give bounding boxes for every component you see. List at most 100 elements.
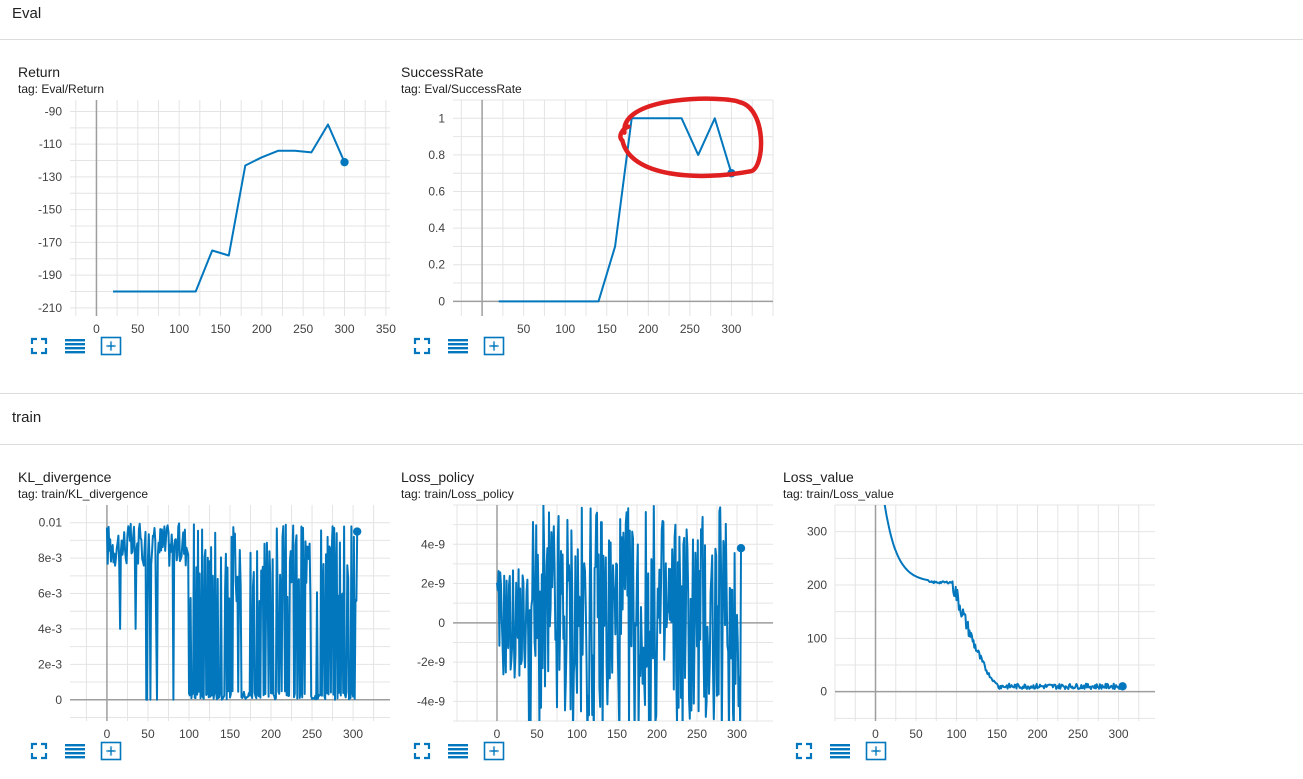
fullscreen-button[interactable] — [411, 740, 433, 762]
y-tick-label: 0.8 — [428, 148, 445, 162]
fullscreen-icon — [30, 337, 48, 355]
fullscreen-button[interactable] — [28, 740, 50, 762]
y-tick-label: 0.2 — [428, 258, 445, 272]
toggle-y-axis-log-button[interactable] — [447, 740, 469, 762]
y-tick-label: -4e-9 — [417, 694, 445, 708]
x-tick-label: 0 — [494, 727, 501, 741]
fit-domain-icon — [483, 336, 505, 356]
y-tick-label: 0 — [438, 294, 445, 308]
last-point-marker — [736, 544, 746, 553]
series-line — [113, 123, 346, 293]
fit-domain-button[interactable] — [483, 335, 505, 357]
chart-tag: tag: train/Loss_value — [783, 487, 894, 501]
y-tick-label: 100 — [807, 631, 827, 645]
series-line — [105, 522, 359, 701]
y-tick-label: 2e-3 — [38, 657, 62, 671]
x-tick-label: 300 — [727, 727, 747, 741]
chart-card-loss-value: Loss_value tag: train/Loss_value 300 200 1… — [783, 469, 1168, 779]
fullscreen-button[interactable] — [411, 335, 433, 357]
x-tick-label: 50 — [530, 727, 544, 741]
x-tick-label: 50 — [517, 322, 531, 336]
x-tick-label: 250 — [302, 727, 322, 741]
chart-toolbar — [28, 334, 122, 358]
y-tick-label: -190 — [38, 268, 62, 282]
chart-plot-kl-divergence[interactable]: 0.01 8e-3 6e-3 4e-3 2e-3 0 0 50 100 150 200 250 300 — [18, 499, 393, 741]
x-tick-label: 250 — [687, 727, 707, 741]
x-tick-label: 300 — [721, 322, 741, 336]
y-tick-label: -170 — [38, 235, 62, 249]
fullscreen-icon — [413, 742, 431, 760]
y-tick-label: 0 — [438, 616, 445, 630]
x-tick-label: 0 — [872, 727, 879, 741]
toggle-y-axis-log-icon — [830, 744, 850, 759]
y-tick-label: -110 — [39, 137, 62, 151]
toggle-y-axis-log-icon — [448, 744, 468, 759]
x-tick-label: 100 — [179, 727, 199, 741]
fit-domain-icon — [865, 741, 887, 761]
x-tick-label: 250 — [680, 322, 700, 336]
chart-plot-loss-value[interactable]: 300 200 100 0 0 50 100 150 200 250 300 — [783, 499, 1158, 741]
section-title-eval: Eval — [12, 5, 42, 22]
chart-plot-loss-policy[interactable]: 4e-9 2e-9 0 -2e-9 -4e-9 0 50 100 150 200 250 300 — [401, 499, 776, 741]
chart-tag: tag: Eval/Return — [18, 82, 105, 96]
chart-toolbar — [793, 739, 887, 763]
chart-title: Loss_policy — [401, 469, 475, 485]
toggle-y-axis-log-icon — [448, 339, 468, 354]
series-line — [496, 505, 742, 721]
x-tick-label: 200 — [1028, 727, 1048, 741]
chart-title: Return — [18, 64, 61, 80]
chart-title: KL_divergence — [18, 469, 112, 485]
x-tick-label: 150 — [607, 727, 627, 741]
chart-title: Loss_value — [783, 469, 854, 485]
x-tick-label: 100 — [555, 322, 575, 336]
x-tick-label: 350 — [376, 322, 396, 336]
y-tick-label: 0.6 — [428, 185, 445, 199]
toggle-y-axis-log-button[interactable] — [829, 740, 851, 762]
x-tick-label: 150 — [210, 322, 230, 336]
fullscreen-button[interactable] — [28, 335, 50, 357]
x-tick-label: 0 — [104, 727, 111, 741]
y-tick-label: 4e-3 — [38, 622, 62, 636]
x-tick-label: 200 — [638, 322, 658, 336]
fit-domain-button[interactable] — [483, 740, 505, 762]
y-tick-label: -2e-9 — [417, 655, 445, 669]
annotation-ellipse — [618, 96, 764, 179]
fullscreen-button[interactable] — [793, 740, 815, 762]
series-line — [883, 505, 1124, 690]
x-tick-label: 300 — [343, 727, 363, 741]
y-tick-label: 2e-9 — [421, 577, 445, 591]
fullscreen-icon — [30, 742, 48, 760]
section-title-train: train — [12, 409, 42, 426]
fit-domain-icon — [100, 741, 122, 761]
x-tick-label: 250 — [1068, 727, 1088, 741]
chart-title: SuccessRate — [401, 64, 484, 80]
fit-domain-button[interactable] — [865, 740, 887, 762]
x-tick-label: 300 — [1109, 727, 1129, 741]
fit-domain-button[interactable] — [100, 740, 122, 762]
x-tick-label: 250 — [293, 322, 313, 336]
toggle-y-axis-log-button[interactable] — [447, 335, 469, 357]
x-tick-label: 100 — [567, 727, 587, 741]
x-tick-label: 0 — [93, 322, 100, 336]
chart-toolbar — [28, 739, 122, 763]
x-tick-label: 150 — [597, 322, 617, 336]
toggle-y-axis-log-button[interactable] — [64, 335, 86, 357]
y-tick-label: 0 — [55, 693, 62, 707]
fit-domain-button[interactable] — [100, 335, 122, 357]
chart-plot-return[interactable]: -90 -110 -130 -150 -170 -190 -210 0 50 100 150 200 2… — [18, 94, 396, 336]
y-tick-label: 0.01 — [39, 516, 63, 530]
x-tick-label: 100 — [947, 727, 967, 741]
chart-card-return: Return tag: Eval/Return -90 -110 -130 -150-… — [18, 64, 403, 374]
x-tick-label: 50 — [141, 727, 155, 741]
fit-domain-icon — [100, 336, 122, 356]
chart-tag: tag: train/Loss_policy — [401, 487, 514, 501]
section-divider — [0, 444, 1303, 445]
y-tick-label: 8e-3 — [38, 551, 62, 565]
chart-plot-successrate[interactable]: 1 0.8 0.6 0.4 0.2 0 50 100 150 200 250 300 — [401, 94, 776, 336]
last-point-marker — [352, 527, 362, 536]
section-divider — [0, 39, 1303, 40]
chart-card-loss-policy: Loss_policy tag: train/Loss_policy 4e-9 2… — [401, 469, 786, 779]
chart-card-kl-divergence: KL_divergence tag: train/KL_divergence 0… — [18, 469, 403, 779]
toggle-y-axis-log-button[interactable] — [64, 740, 86, 762]
x-tick-label: 200 — [252, 322, 272, 336]
